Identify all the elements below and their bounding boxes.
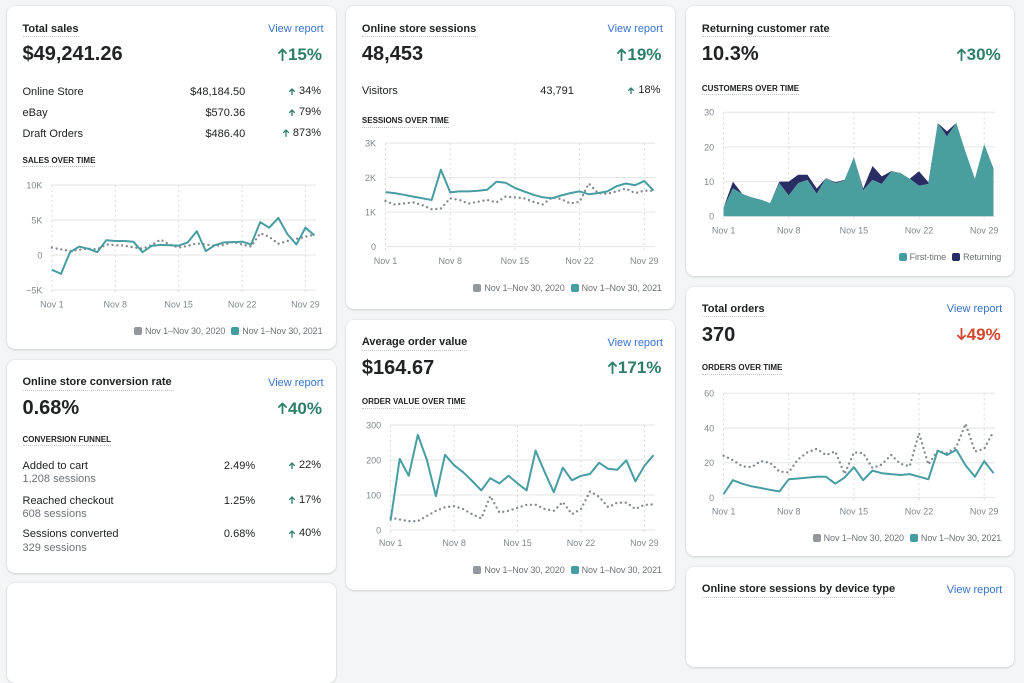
svg-text:30: 30 <box>704 108 714 118</box>
svg-text:0: 0 <box>371 242 376 252</box>
svg-text:−5K: −5K <box>26 286 42 296</box>
svg-text:Nov 29: Nov 29 <box>630 256 659 266</box>
svg-text:200: 200 <box>366 455 381 465</box>
svg-text:Nov 22: Nov 22 <box>905 506 934 516</box>
svg-text:Nov 8: Nov 8 <box>777 506 801 516</box>
svg-text:0: 0 <box>376 525 381 535</box>
svg-text:Nov 8: Nov 8 <box>438 256 462 266</box>
svg-text:5K: 5K <box>31 216 42 226</box>
svg-text:0: 0 <box>709 493 714 503</box>
svg-text:Nov 22: Nov 22 <box>227 300 256 310</box>
svg-text:2K: 2K <box>365 173 376 183</box>
svg-text:Nov 1: Nov 1 <box>374 256 398 266</box>
svg-text:Nov 8: Nov 8 <box>442 538 466 548</box>
svg-text:Nov 1: Nov 1 <box>40 300 64 310</box>
svg-text:Nov 1: Nov 1 <box>379 538 403 548</box>
svg-text:Nov 29: Nov 29 <box>970 506 999 516</box>
svg-text:Nov 1: Nov 1 <box>712 506 736 516</box>
svg-text:40: 40 <box>704 423 714 433</box>
svg-text:Nov 15: Nov 15 <box>503 538 532 548</box>
svg-text:1K: 1K <box>365 208 376 218</box>
svg-text:60: 60 <box>704 388 714 398</box>
svg-text:Nov 29: Nov 29 <box>970 226 999 236</box>
svg-text:Nov 22: Nov 22 <box>565 256 594 266</box>
svg-text:100: 100 <box>366 490 381 500</box>
svg-text:10K: 10K <box>26 181 42 191</box>
svg-text:Nov 1: Nov 1 <box>712 226 736 236</box>
svg-text:Nov 8: Nov 8 <box>777 226 801 236</box>
svg-text:Nov 15: Nov 15 <box>164 300 193 310</box>
svg-text:0: 0 <box>709 212 714 222</box>
svg-text:Nov 29: Nov 29 <box>630 538 659 548</box>
svg-text:Nov 8: Nov 8 <box>103 300 127 310</box>
svg-text:20: 20 <box>704 458 714 468</box>
svg-text:20: 20 <box>704 143 714 153</box>
svg-text:Nov 29: Nov 29 <box>291 300 320 310</box>
svg-text:10: 10 <box>704 177 714 187</box>
svg-text:0: 0 <box>37 251 42 261</box>
svg-text:Nov 22: Nov 22 <box>905 226 934 236</box>
svg-text:Nov 15: Nov 15 <box>501 256 530 266</box>
svg-text:3K: 3K <box>365 139 376 149</box>
svg-text:Nov 22: Nov 22 <box>567 538 596 548</box>
svg-text:Nov 15: Nov 15 <box>840 226 869 236</box>
svg-text:300: 300 <box>366 420 381 430</box>
svg-text:Nov 15: Nov 15 <box>840 506 869 516</box>
